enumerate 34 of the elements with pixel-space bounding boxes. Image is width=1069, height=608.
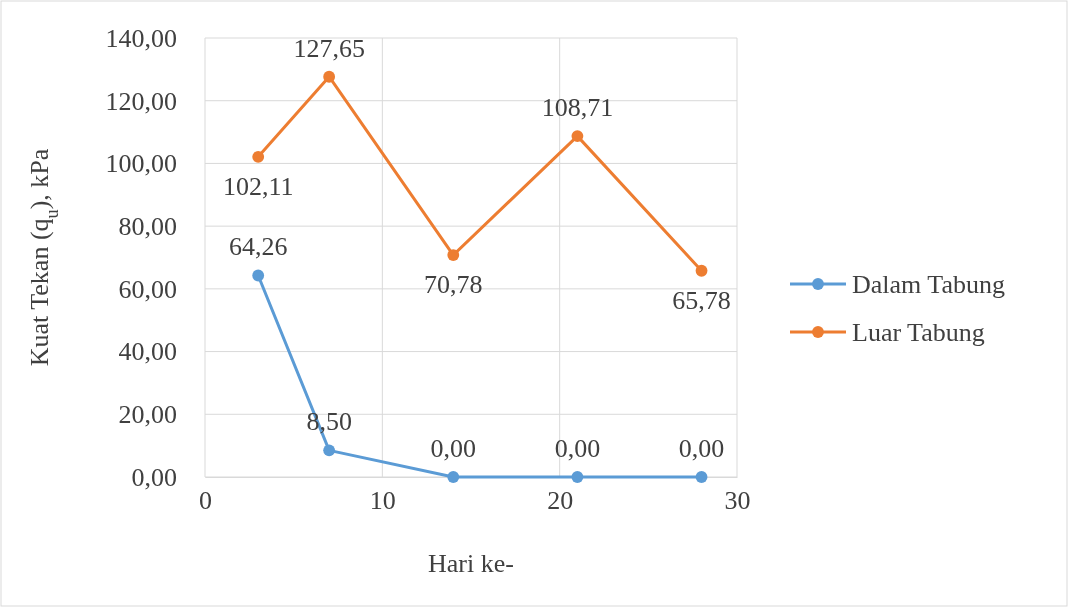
y-tick-label: 60,00 [118, 274, 177, 304]
point [695, 471, 708, 483]
data-label: 127,65 [293, 33, 365, 63]
point [571, 471, 584, 483]
x-tick-label: 10 [369, 486, 396, 516]
legend-label: Luar Tabung [852, 318, 985, 347]
data-label: 0,00 [430, 434, 477, 463]
data-label: 108,71 [541, 93, 614, 123]
x-axis-title: Hari ke- [428, 549, 514, 578]
point [447, 249, 460, 261]
x-tick-label: 30 [724, 486, 751, 516]
data-label: 0,00 [678, 434, 725, 463]
legend-label: Dalam Tabung [852, 270, 1005, 299]
y-tick-label: 0,00 [131, 462, 177, 492]
y-tick-label: 120,00 [105, 86, 177, 116]
data-label: 0,00 [554, 434, 601, 463]
point [252, 150, 265, 163]
point [695, 264, 708, 277]
point [323, 70, 336, 83]
x-tick-label: 0 [199, 486, 212, 516]
y-tick-label: 20,00 [118, 400, 177, 430]
data-label: 64,26 [228, 232, 288, 262]
y-tick-label: 140,00 [105, 23, 177, 53]
data-label: 102,11 [222, 171, 294, 201]
x-tick-label: 20 [547, 486, 574, 516]
point [447, 471, 460, 483]
y-tick-label: 100,00 [105, 149, 177, 179]
point [252, 269, 265, 282]
point [323, 444, 336, 457]
y-tick-label: 80,00 [118, 211, 177, 241]
point [571, 130, 584, 143]
y-tick-label: 40,00 [118, 337, 177, 367]
data-label: 65,78 [672, 285, 731, 315]
data-label: 70,78 [424, 270, 483, 300]
